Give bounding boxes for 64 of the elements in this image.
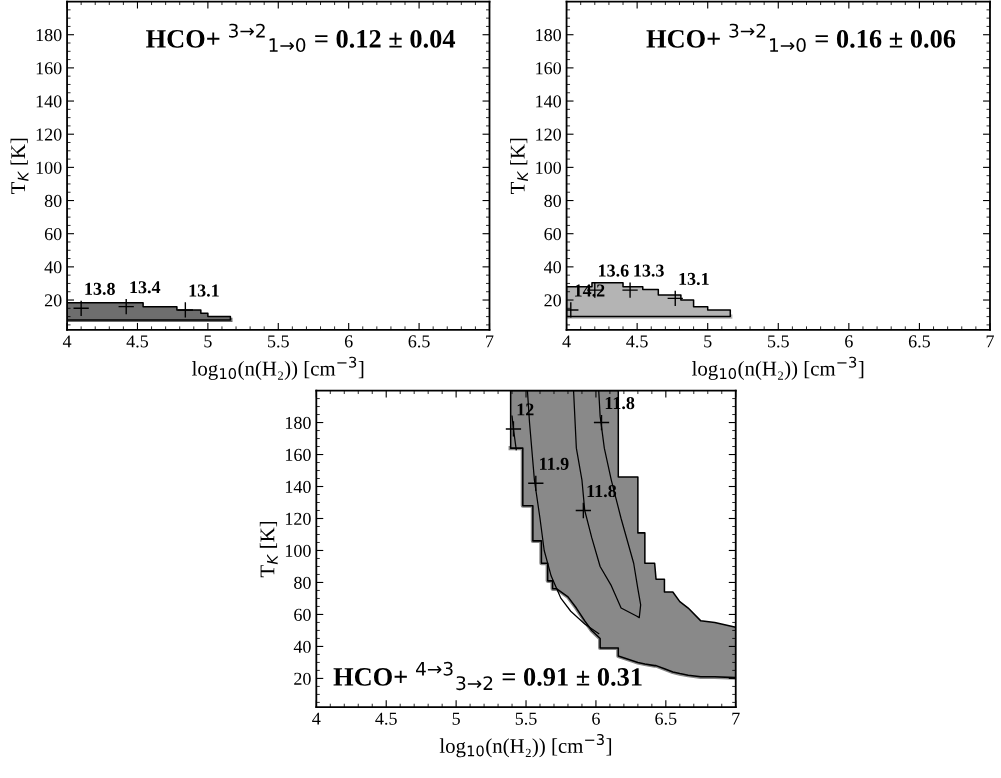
x-axis-title: log$_{10}$(n(H₂)) [cm$^{−3}$] [439,733,612,758]
y-tick-label: 80 [44,194,62,207]
annotation: 13.3 [634,264,664,277]
x-tick-label: 5 [204,335,212,348]
y-tick-label: 160 [285,448,311,461]
y-axis-title: T$_{K}$ [K] [10,138,29,194]
y-tick-label: 100 [285,544,311,557]
y-tick-label: 120 [36,128,62,141]
x-tick-label: 5 [704,335,712,348]
y-axis-title: T$_{K}$ [K] [259,521,278,578]
annotation: 13.4 [130,281,161,294]
y-tick-label: 180 [536,28,562,42]
y-tick-label: 180 [285,416,311,429]
y-tick-label: 60 [544,227,562,241]
y-tick-label: 160 [536,62,562,75]
y-tick-label: 40 [293,640,311,653]
x-tick-label: 7 [732,712,740,725]
x-tick-label: 4.5 [626,335,648,348]
y-tick-label: 20 [44,294,62,307]
text: HCO+ $^{3→2}$$_{1→0}$ = 0.12 ± 0.04 [146,23,456,53]
x-tick-label: 4 [312,712,321,725]
x-tick-label: 4.5 [126,335,149,348]
y-tick-label: 80 [544,194,562,207]
y-tick-label: 100 [36,161,62,174]
x-tick-label: 5.5 [515,712,537,725]
y-tick-label: 20 [544,294,562,307]
x-tick-label: 5.5 [768,335,789,348]
x-tick-label: 6 [344,335,353,348]
text: HCO+ $^{4→3}$$_{3→2}$ = 0.91 ± 0.31 [333,661,642,691]
y-tick-label: 100 [536,161,562,174]
x-tick-label: 6.5 [908,335,930,348]
y-tick-label: 40 [44,261,62,274]
x-tick-label: 4 [62,335,72,348]
y-tick-label: 20 [294,672,311,685]
x-tick-label: 5.5 [268,335,289,348]
annotation: 13.1 [679,272,709,286]
annotation: 11.9 [540,457,569,470]
y-tick-label: 120 [536,128,562,141]
x-axis-title: log$_{10}$(n(H₂)) [cm$^{−3}$] [692,356,864,380]
x-axis-title: log$_{10}$(n(H₂)) [cm$^{−3}$] [192,356,364,380]
y-tick-label: 40 [544,261,562,274]
y-axis-title: T$_{K}$ [K] [510,138,528,194]
y-tick-label: 60 [44,227,62,241]
x-tick-label: 5 [452,712,460,725]
y-tick-label: 140 [285,480,311,493]
y-tick-label: 140 [536,95,562,108]
x-tick-label: 4 [562,335,571,348]
y-tick-label: 160 [36,62,62,75]
y-tick-label: 120 [285,512,311,525]
annotation: 13.1 [189,284,219,297]
y-tick-label: 60 [294,608,311,621]
y-tick-label: 80 [294,576,311,589]
x-tick-label: 6.5 [408,335,430,348]
annotation: 13.8 [85,282,115,296]
annotation: 13.6 [599,264,629,277]
x-tick-label: 6 [592,712,600,725]
text: HCO+ $^{3→2}$$_{1→0}$ = 0.16 ± 0.06 [646,23,956,53]
y-tick-label: 140 [36,95,62,108]
y-tick-label: 180 [36,28,62,42]
x-tick-label: 7 [486,335,494,348]
x-tick-label: 7 [986,335,994,348]
x-tick-label: 6.5 [655,712,677,725]
x-tick-label: 4.5 [375,712,397,725]
x-tick-label: 6 [845,335,853,348]
